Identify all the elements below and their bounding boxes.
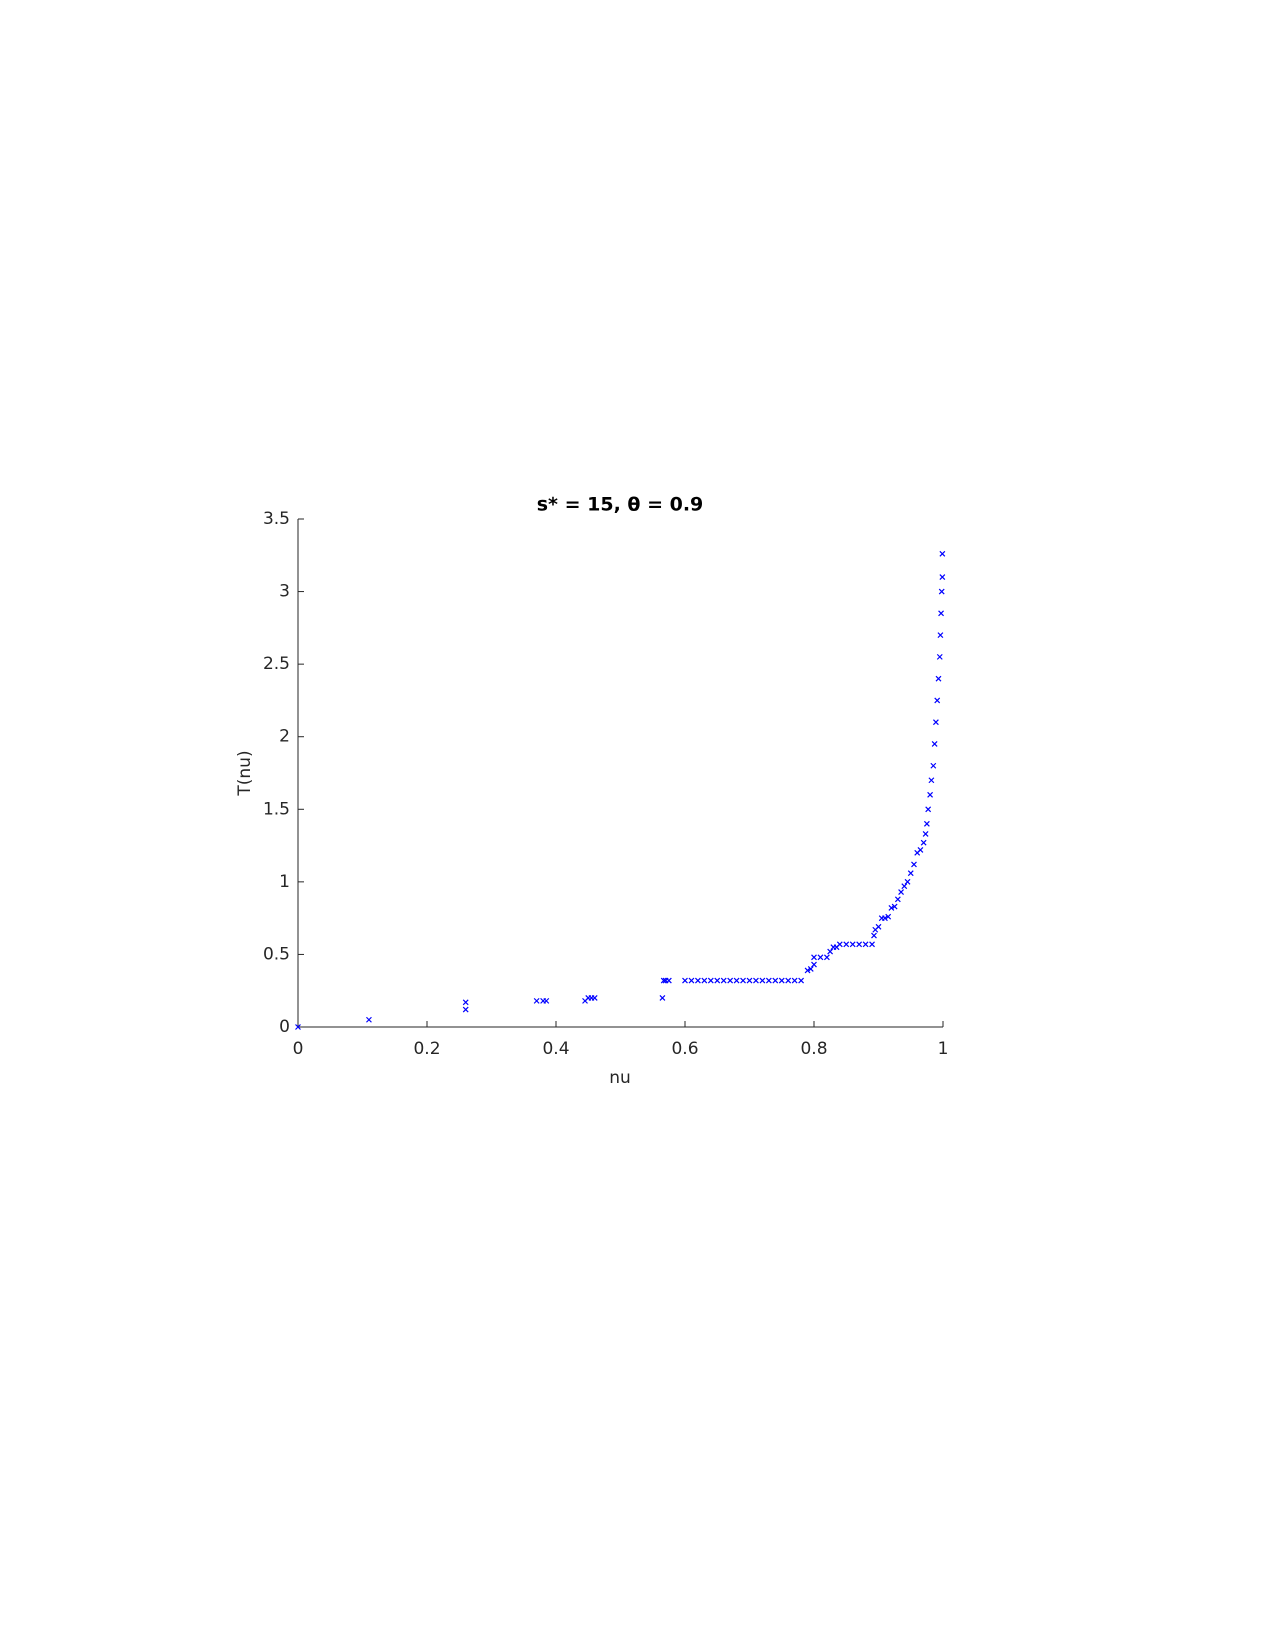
x-tick-label: 0.4	[542, 1039, 569, 1059]
scatter-point	[843, 941, 850, 948]
scatter-point	[791, 977, 798, 984]
y-tick-label: 3	[279, 582, 290, 602]
y-tick-label: 3.5	[263, 509, 290, 529]
scatter-point	[817, 954, 824, 961]
scatter-point	[665, 977, 672, 984]
scatter-point	[660, 977, 667, 984]
scatter-point	[898, 889, 904, 895]
scatter-point	[591, 995, 598, 1001]
scatter-point	[939, 574, 946, 580]
scatter-point	[659, 995, 666, 1001]
scatter-point	[727, 977, 734, 984]
scatter-point	[462, 999, 469, 1006]
chart-title: s* = 15, θ = 0.9	[537, 494, 704, 516]
scatter-point	[682, 977, 688, 984]
y-tick-label: 0	[279, 1017, 290, 1037]
y-tick-label: 1.5	[263, 799, 290, 819]
scatter-point	[869, 941, 875, 948]
scatter-point	[765, 977, 772, 984]
scatter-point	[862, 941, 869, 948]
scatter-point	[746, 977, 753, 984]
scatter-point	[772, 977, 779, 984]
scatter-point	[740, 977, 746, 984]
scatter-point	[938, 588, 945, 595]
scatter-point	[885, 913, 892, 920]
scatter-point	[927, 791, 934, 798]
scatter-point	[798, 977, 805, 984]
scatter-point	[295, 1024, 301, 1030]
scatter-point	[930, 762, 937, 769]
scatter-point	[928, 777, 935, 784]
scatter-point	[939, 550, 946, 557]
x-tick-label: 1	[938, 1039, 949, 1059]
scatter-point	[753, 977, 759, 984]
scatter-point	[938, 610, 944, 617]
x-axis-label: nu	[609, 1068, 631, 1088]
x-tick-label: 0.8	[800, 1039, 827, 1059]
y-tick-label: 2.5	[263, 654, 290, 674]
scatter-point	[759, 977, 766, 984]
scatter-point	[694, 977, 701, 984]
scatter-point	[827, 948, 834, 955]
scatter-point	[533, 997, 540, 1004]
scatter-point	[894, 896, 901, 903]
x-tick-label: 0	[293, 1039, 304, 1059]
scatter-point	[904, 878, 911, 885]
scatter-point	[804, 967, 811, 974]
scatter-point	[688, 977, 695, 984]
scatter-point	[871, 932, 877, 939]
scatter-point	[785, 977, 792, 984]
scatter-point	[811, 954, 817, 961]
scatter-point	[911, 861, 917, 868]
scatter-point	[462, 1006, 469, 1013]
x-tick-label: 0.6	[671, 1039, 698, 1059]
scatter-point	[932, 719, 939, 726]
scatter-point	[935, 675, 942, 682]
scatter-point	[849, 941, 856, 948]
scatter-point	[875, 923, 882, 930]
scatter-point	[882, 915, 888, 922]
scatter-point	[925, 806, 932, 813]
scatter-point	[720, 977, 727, 984]
scatter-point	[901, 883, 908, 890]
scatter-point	[931, 741, 938, 747]
y-tick-label: 2	[279, 727, 290, 747]
scatter-point	[701, 977, 708, 984]
scatter-point	[811, 961, 817, 968]
scatter-point	[836, 941, 843, 948]
y-axis-label: T(nu)	[235, 750, 255, 796]
scatter-point	[923, 820, 930, 827]
scatter-point	[543, 997, 550, 1004]
scatter-point	[714, 977, 721, 984]
scatter-point	[907, 870, 914, 877]
scatter-point	[366, 1016, 372, 1023]
scatter-point	[807, 966, 814, 972]
scatter-point	[937, 632, 944, 639]
scatter-point	[917, 847, 924, 853]
x-tick-label: 0.2	[413, 1039, 440, 1059]
y-tick-label: 0.5	[263, 944, 290, 964]
scatter-point	[920, 839, 927, 846]
scatter-point	[934, 697, 941, 704]
scatter-point	[888, 905, 895, 911]
scatter-point	[823, 954, 830, 961]
scatter-point	[856, 941, 863, 948]
scatter-point	[936, 653, 943, 660]
scatter-point	[707, 977, 714, 984]
scatter-point	[891, 903, 898, 910]
scatter-point	[733, 977, 740, 984]
y-tick-label: 1	[279, 872, 290, 892]
scatter-point	[778, 977, 785, 984]
scatter-point	[922, 831, 929, 837]
